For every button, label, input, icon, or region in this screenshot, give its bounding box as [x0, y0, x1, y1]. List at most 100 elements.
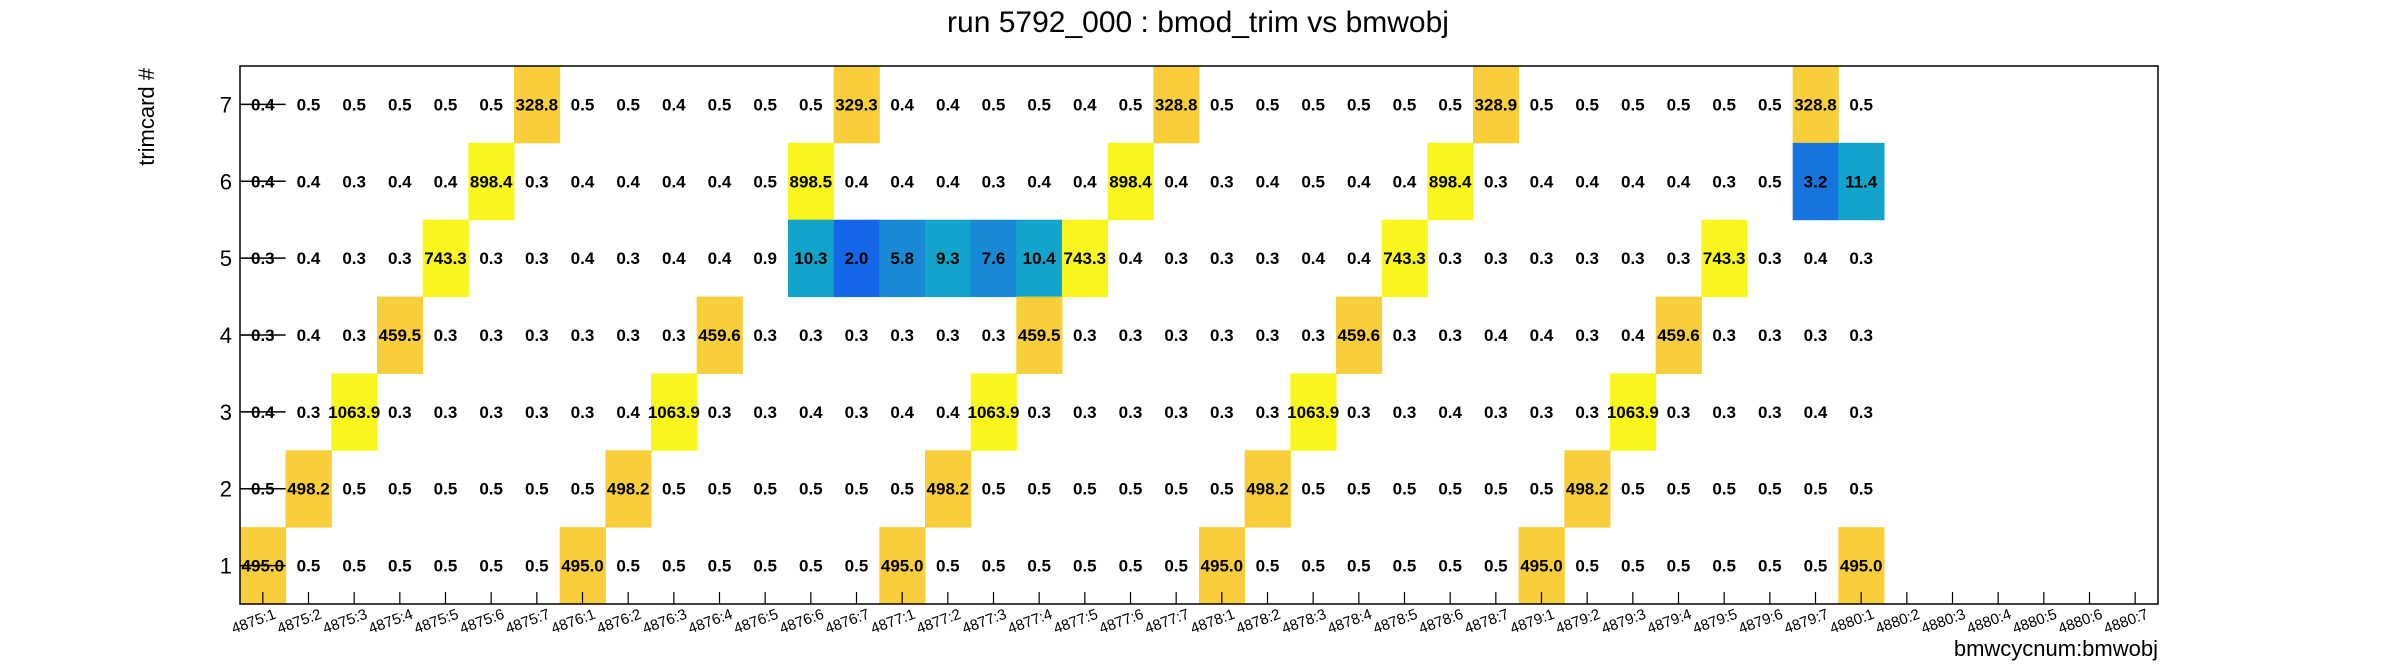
- cell-value-label: 0.5: [1621, 557, 1645, 576]
- cell-value-label: 0.3: [1393, 326, 1417, 345]
- x-tick-label: 4875:5: [412, 606, 461, 638]
- cell-value-label: 0.3: [1667, 403, 1691, 422]
- cell-value-label: 0.4: [1073, 172, 1097, 191]
- cell-value-label: 328.8: [1155, 95, 1198, 114]
- cell-value-label: 0.3: [1164, 326, 1188, 345]
- cell-value-label: 0.4: [388, 172, 412, 191]
- x-tick-label: 4876:7: [823, 606, 872, 638]
- heatmap-cell: [1792, 142, 1839, 221]
- cell-value-label: 0.5: [1621, 95, 1645, 114]
- heatmap-cell: [514, 66, 561, 144]
- cell-value-label: 0.4: [662, 172, 686, 191]
- cell-value-label: 0.4: [662, 95, 686, 114]
- cell-value-label: 0.4: [890, 403, 914, 422]
- cell-value-label: 459.5: [379, 326, 422, 345]
- cell-value-label: 0.5: [1758, 95, 1782, 114]
- cell-value-label: 0.5: [1027, 480, 1051, 499]
- cell-value-label: 0.4: [1484, 326, 1508, 345]
- heatmap-cell: [1655, 296, 1702, 374]
- cell-value-label: 0.3: [708, 403, 732, 422]
- x-tick-label: 4880:4: [1965, 606, 2014, 638]
- heatmap-cell: [1244, 450, 1291, 528]
- cell-value-label: 0.5: [1393, 557, 1417, 576]
- cell-value-label: 898.5: [790, 172, 833, 191]
- y-tick-label: 5: [220, 246, 232, 271]
- cell-value-label: 0.3: [1256, 249, 1280, 268]
- cell-value-label: 0.5: [297, 95, 321, 114]
- cell-value-label: 0.4: [890, 95, 914, 114]
- cell-value-label: 0.3: [1667, 249, 1691, 268]
- heatmap-cell: [925, 219, 972, 298]
- cell-value-label: 0.3: [1712, 326, 1736, 345]
- cell-value-label: 498.2: [287, 480, 330, 499]
- cell-value-label: 0.3: [525, 172, 549, 191]
- x-tick-label: 4878:6: [1417, 606, 1466, 638]
- cell-value-label: 0.5: [1667, 480, 1691, 499]
- cell-value-label: 743.3: [424, 249, 467, 268]
- cell-value-label: 0.5: [1347, 95, 1371, 114]
- x-axis-label: bmwcycnum:bmwobj: [1954, 636, 2158, 661]
- x-tick-label: 4880:2: [1873, 606, 1922, 638]
- cell-value-label: 0.3: [936, 326, 960, 345]
- cell-value-label: 0.4: [708, 172, 732, 191]
- heatmap-cell: [1199, 527, 1246, 605]
- x-tick-label: 4878:1: [1188, 606, 1237, 638]
- cell-value-label: 0.4: [1301, 249, 1325, 268]
- cell-value-label: 0.4: [1119, 249, 1143, 268]
- cell-value-label: 0.4: [1530, 172, 1554, 191]
- x-tick-label: 4876:3: [640, 606, 689, 638]
- cell-value-label: 329.3: [835, 95, 878, 114]
- cell-value-label: 0.5: [982, 95, 1006, 114]
- cell-value-label: 0.5: [1530, 480, 1554, 499]
- cell-value-label: 0.5: [342, 480, 366, 499]
- cell-value-label: 459.6: [1338, 326, 1381, 345]
- cell-value-label: 0.5: [1210, 95, 1234, 114]
- heatmap-cell: [468, 142, 515, 221]
- cell-value-label: 0.5: [1347, 480, 1371, 499]
- x-tick-label: 4877:4: [1006, 606, 1055, 638]
- heatmap-cell: [651, 373, 698, 451]
- cell-value-label: 0.3: [1210, 249, 1234, 268]
- cell-value-label: 0.5: [525, 480, 549, 499]
- cell-value-label: 0.5: [297, 557, 321, 576]
- heatmap-cell: [1336, 296, 1383, 374]
- cell-value-label: 0.5: [1758, 557, 1782, 576]
- x-tick-label: 4879:4: [1645, 606, 1694, 638]
- cell-value-label: 0.3: [1712, 172, 1736, 191]
- cell-value-label: 0.3: [1849, 403, 1873, 422]
- cell-value-label: 0.5: [479, 557, 503, 576]
- cell-value-label: 0.5: [799, 480, 823, 499]
- x-tick-label: 4875:7: [503, 606, 552, 638]
- cell-value-label: 498.2: [607, 480, 650, 499]
- y-axis: 1 2 3 4 5 6 7: [220, 92, 252, 579]
- cell-value-label: 0.3: [1530, 249, 1554, 268]
- cell-value-label: 0.3: [1712, 403, 1736, 422]
- cell-value-label: 0.3: [1119, 403, 1143, 422]
- cell-value-label: 495.0: [1520, 557, 1563, 576]
- cell-value-label: 0.4: [297, 172, 321, 191]
- heatmap-cell: [422, 219, 469, 298]
- x-tick-label: 4878:3: [1280, 606, 1329, 638]
- cell-value-label: 0.3: [571, 403, 595, 422]
- cell-value-label: 0.5: [1073, 557, 1097, 576]
- heatmap-cell: [1290, 373, 1337, 451]
- heatmap-cell: [1381, 219, 1428, 298]
- cell-value-label: 0.4: [1073, 95, 1097, 114]
- cell-value-label: 0.3: [1575, 326, 1599, 345]
- cell-value-label: 0.3: [479, 249, 503, 268]
- cell-value-label: 0.9: [753, 249, 777, 268]
- x-tick-label: 4879:5: [1691, 606, 1740, 638]
- cell-value-label: 0.3: [1804, 326, 1828, 345]
- cell-value-label: 0.3: [388, 249, 412, 268]
- cell-value-label: 0.5: [753, 172, 777, 191]
- x-tick-label: 4877:1: [869, 606, 918, 638]
- chart-title: run 5792_000 : bmod_trim vs bmwobj: [947, 6, 1449, 39]
- x-tick-label: 4876:2: [595, 606, 644, 638]
- cell-value-label: 0.3: [1073, 326, 1097, 345]
- cell-value-label: 0.4: [936, 95, 960, 114]
- cell-value-label: 498.2: [1246, 480, 1289, 499]
- cell-value-label: 0.3: [845, 403, 869, 422]
- cell-value-label: 0.3: [1210, 403, 1234, 422]
- heatmap-cell: [1564, 450, 1611, 528]
- cell-value-label: 0.5: [525, 557, 549, 576]
